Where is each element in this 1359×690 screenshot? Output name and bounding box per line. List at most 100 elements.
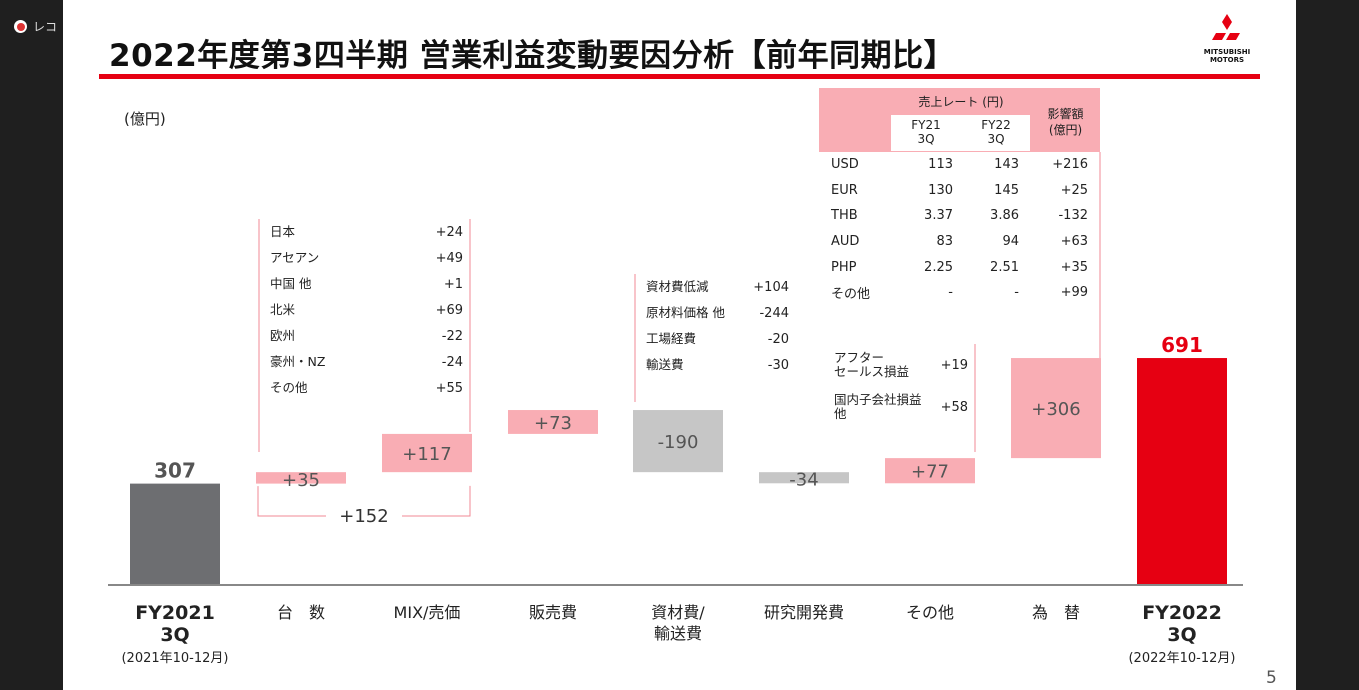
data-label-selling-expense: +73 [534,413,572,434]
fx-table-row: AUD 83 94 +63 [819,229,1100,255]
volume-breakdown-label: 豪州・NZ [270,354,326,369]
fx-table-row: その他 - - +99 [819,280,1100,306]
data-label-fy2022-3q: 691 [1161,333,1203,357]
volume-breakdown-label: その他 [270,380,308,395]
page-number: 5 [1266,668,1277,688]
fx-rate-fy22: 143 [994,157,1019,173]
material-breakdown-row: 原材料価格 他 -244 [646,300,789,326]
category-label-line1: 為 替 [1031,603,1080,622]
fx-table-header: 売上レート (円) FY21 3Q FY22 3Q 影響額 (億円) [819,88,1100,152]
bar-rnd [759,472,849,484]
fx-rate-fy21: 2.25 [924,259,953,275]
material-breakdown-row: 輸送費 -30 [646,352,789,378]
volume-breakdown-value: +69 [435,302,463,318]
fx-rate-fy21: - [948,285,953,301]
volume-breakdown-row: アセアン +49 [270,245,463,271]
bar-material-freight [633,410,723,473]
waterfall-chart: 307 +35 +117 +73 -190 -34 +77 +306 691 +152 [108,152,1243,586]
fx-rate-table: 売上レート (円) FY21 3Q FY22 3Q 影響額 (億円) USD 11… [819,88,1100,306]
material-breakdown: 資材費低減 +104 原材料価格 他 -244 工場経費 -20 輸送費 -30 [646,274,789,378]
fx-impact: +99 [1060,285,1088,301]
volume-breakdown-row: 中国 他 +1 [270,271,463,297]
material-breakdown-value: -30 [767,357,789,373]
data-label-fy2021-3q: 307 [154,459,196,483]
fx-table-row: EUR 130 145 +25 [819,178,1100,204]
data-label-rnd: -34 [789,470,818,491]
volume-breakdown: 日本 +24 アセアン +49 中国 他 +1 北米 +69 欧州 -22 豪州・NZ -24 その他 +… [270,219,463,401]
record-icon [14,20,27,33]
category-period: (2021年10-12月) [121,651,229,666]
fx-header-rate: 売上レート (円) [918,95,1004,109]
fx-impact: +35 [1060,259,1088,275]
material-breakdown-label: 資材費低減 [646,279,709,294]
category-label-line1: 研究開発費 [763,603,844,622]
category-label-line1: FY2021 [135,602,215,624]
category-label: MIX/売価 [362,602,492,623]
category-label: FY2021 3Q (2021年10-12月) [110,602,240,670]
fx-table-row: USD 113 143 +216 [819,152,1100,178]
fx-rate-fy21: 113 [928,157,953,173]
volume-breakdown-value: +49 [435,250,463,266]
volume-breakdown-value: +55 [435,380,463,396]
company-logo: MITSUBISHI MOTORS [1201,14,1253,64]
bar-fy2021-3q [130,483,220,584]
material-breakdown-row: 工場経費 -20 [646,326,789,352]
fx-header-impact: 影響額 (億円) [1047,107,1084,137]
category-label: 資材費/輸送費 [613,602,743,644]
group-bracket [257,485,471,517]
fx-impact: +25 [1060,182,1088,198]
category-label-line2: 3Q [1167,624,1197,646]
volume-breakdown-value: -22 [441,328,463,344]
volume-breakdown-label: 北米 [270,302,296,317]
category-period: (2022年10-12月) [1128,651,1236,666]
category-label: 為 替 [991,602,1121,623]
fx-header-fy22: FY22 3Q [981,118,1011,146]
slide: 2022年度第3四半期 営業利益変動要因分析【前年同期比】 MITSUBISHI… [63,0,1296,690]
fx-header-fy21: FY21 3Q [911,118,941,146]
fx-table-row: THB 3.37 3.86 -132 [819,203,1100,229]
volume-breakdown-value: +1 [443,276,463,292]
volume-breakdown-row: その他 +55 [270,375,463,401]
category-label-line1: 台 数 [276,603,325,622]
material-breakdown-row: 資材費低減 +104 [646,274,789,300]
fx-currency: PHP [831,259,857,275]
group-bracket-label: +152 [339,506,388,527]
data-label-material-freight: -190 [658,432,699,453]
data-label-fx: +306 [1031,399,1080,420]
material-breakdown-label: 原材料価格 他 [646,305,725,320]
bar-other [885,458,975,484]
category-label-line1: FY2022 [1142,602,1222,624]
fx-table-row: PHP 2.25 2.51 +35 [819,254,1100,280]
logo-line1: MITSUBISHI [1203,48,1251,56]
title-underline [99,74,1260,79]
other-breakdown-value: +58 [940,399,968,415]
material-breakdown-value: -244 [759,305,789,321]
material-breakdown-label: 工場経費 [646,331,697,346]
logo-line2: MOTORS [1209,56,1245,64]
category-label-line1: その他 [905,603,954,622]
recorder-indicator[interactable]: レコ [14,18,57,35]
volume-breakdown-label: 欧州 [270,328,296,343]
other-breakdown-value: +19 [940,357,968,373]
volume-breakdown-row: 日本 +24 [270,219,463,245]
category-label-line1: 資材費/ [651,603,705,622]
fx-rate-fy21: 130 [928,182,953,198]
material-breakdown-value: +104 [753,279,789,295]
category-label: 研究開発費 [739,602,869,623]
data-label-mix-price: +117 [402,444,451,465]
data-label-volume: +35 [282,470,320,491]
category-label-line1: MIX/売価 [393,603,461,622]
fx-impact: +216 [1052,157,1088,173]
slide-title: 2022年度第3四半期 営業利益変動要因分析【前年同期比】 [109,38,956,74]
volume-breakdown-row: 豪州・NZ -24 [270,349,463,375]
three-diamonds-icon [1212,14,1240,40]
bar-fx [1011,358,1101,459]
category-label: 販売費 [488,602,618,623]
fx-rate-fy22: 3.86 [990,208,1019,224]
fx-rate-fy22: - [1014,285,1019,301]
fx-currency: AUD [831,234,860,250]
volume-breakdown-row: 北米 +69 [270,297,463,323]
volume-breakdown-label: 中国 他 [270,276,312,291]
fx-currency: その他 [831,287,871,303]
fx-currency: EUR [831,182,858,198]
